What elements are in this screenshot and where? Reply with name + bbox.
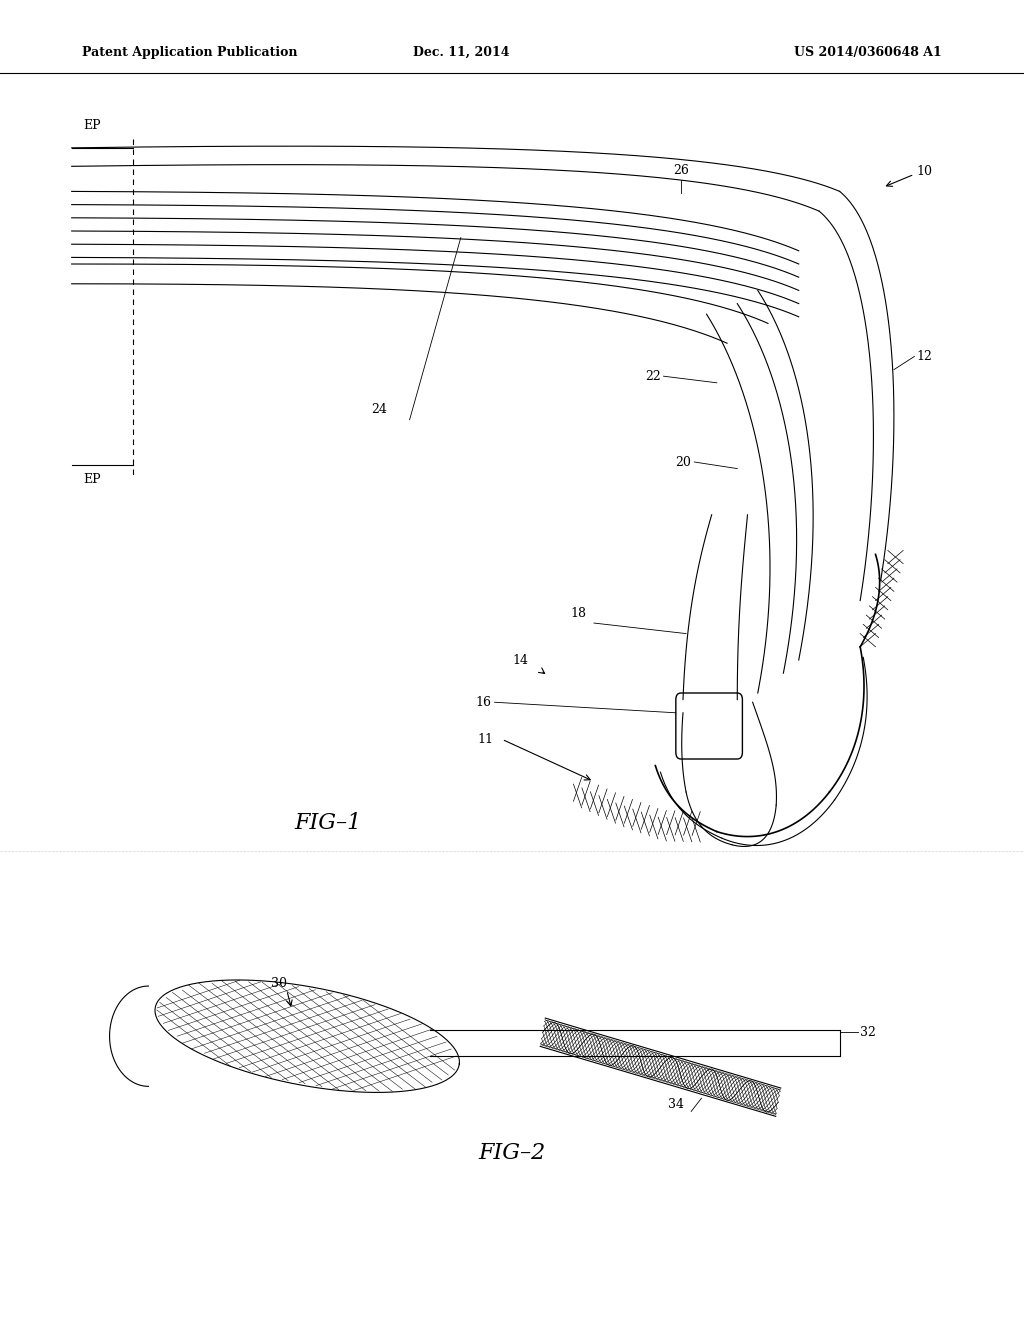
Text: FIG–1: FIG–1 bbox=[294, 812, 361, 834]
Text: 12: 12 bbox=[916, 350, 933, 363]
Text: US 2014/0360648 A1: US 2014/0360648 A1 bbox=[795, 46, 942, 59]
Text: 26: 26 bbox=[673, 164, 689, 177]
Text: 16: 16 bbox=[475, 696, 492, 709]
Text: FIG–2: FIG–2 bbox=[478, 1142, 546, 1164]
Text: 20: 20 bbox=[675, 455, 691, 469]
Text: 24: 24 bbox=[371, 403, 387, 416]
Text: 10: 10 bbox=[916, 165, 933, 178]
Text: 22: 22 bbox=[645, 370, 660, 383]
Text: Dec. 11, 2014: Dec. 11, 2014 bbox=[413, 46, 509, 59]
Text: 18: 18 bbox=[570, 607, 587, 620]
Text: 32: 32 bbox=[860, 1026, 877, 1039]
Text: 11: 11 bbox=[477, 733, 494, 746]
Text: 30: 30 bbox=[270, 977, 287, 990]
Text: 14: 14 bbox=[512, 653, 528, 667]
Text: 34: 34 bbox=[668, 1098, 684, 1111]
FancyBboxPatch shape bbox=[676, 693, 742, 759]
Text: EP: EP bbox=[83, 473, 101, 486]
Text: EP: EP bbox=[83, 119, 101, 132]
Text: Patent Application Publication: Patent Application Publication bbox=[82, 46, 297, 59]
